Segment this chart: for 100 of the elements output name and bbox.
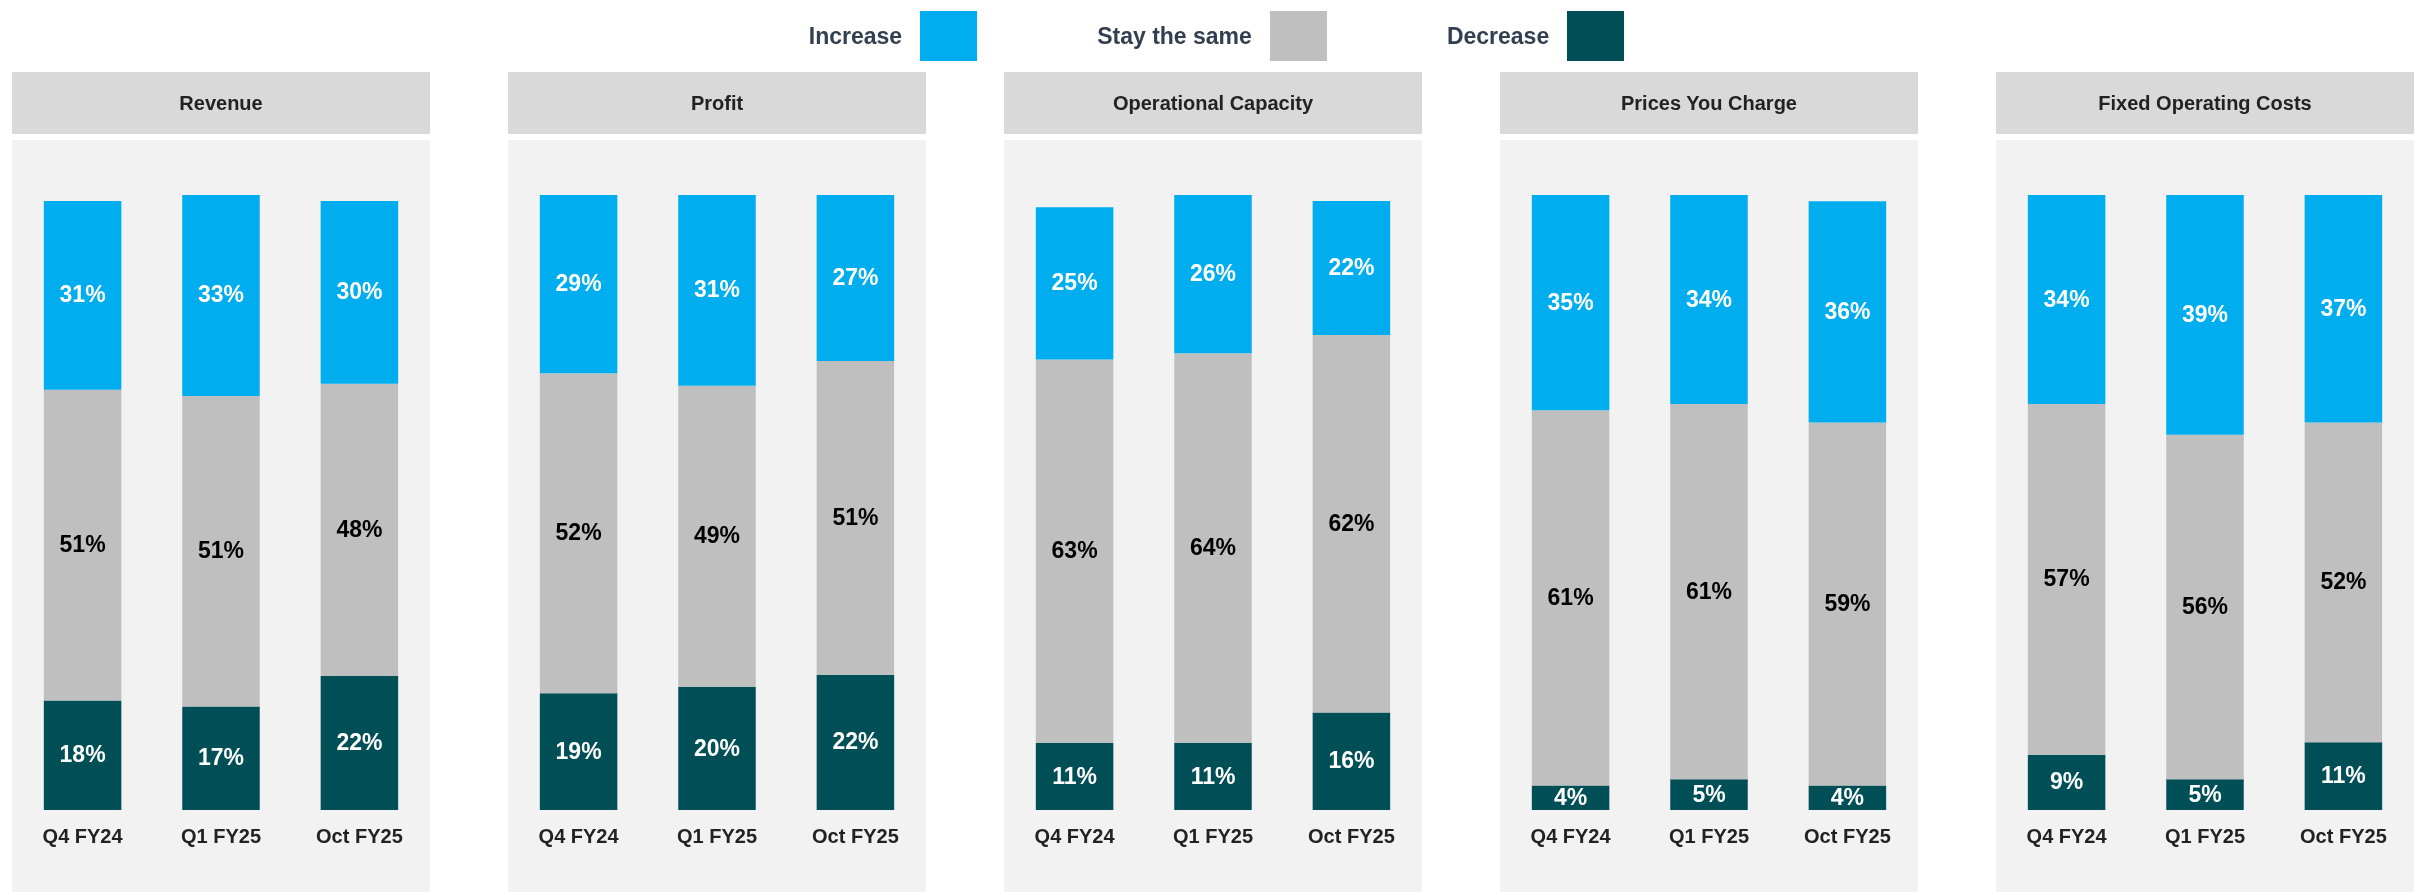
x-tick-label: Oct FY25 [2300,824,2387,847]
bar [1035,743,1114,810]
data-label: 51% [59,531,106,558]
bar [816,674,895,810]
bar [1174,743,1252,810]
data-label: 11% [2321,762,2366,789]
bar [2027,195,2106,405]
data-label: 34% [1685,285,1733,312]
bar [678,195,756,386]
bar [539,693,618,810]
x-tick-label: Q1 FY25 [2164,824,2246,847]
x-tick-label: Q4 FY24 [1034,824,1116,847]
bar [182,195,260,396]
data-label: 26% [1189,260,1237,287]
x-tick-label: Q1 FY25 [1668,824,1750,847]
bar [2304,742,2383,810]
bar [2027,754,2106,810]
bar [43,201,122,390]
data-label: 4% [1830,783,1865,810]
data-label: 27% [832,264,879,291]
data-label: 56% [2181,593,2229,620]
legend-label: Decrease [1446,22,1550,50]
bar [1312,335,1391,713]
x-tick-label: Oct FY25 [812,824,899,847]
data-label: 51% [832,503,879,530]
data-label: 31% [693,276,741,303]
data-label: 63% [1051,537,1098,564]
data-label: 31% [59,281,106,308]
data-label: 64% [1189,534,1237,561]
bar [1312,201,1391,336]
data-label: 62% [1328,509,1375,536]
data-label: 39% [2181,300,2229,327]
data-label: 4% [1553,783,1588,810]
bar [1531,410,1610,786]
x-tick-label: Oct FY25 [1308,824,1395,847]
data-label: 37% [2320,294,2367,321]
chart-title: Prices You Charge [1500,72,1918,134]
bar [678,385,756,687]
x-tick-label: Q4 FY24 [2026,824,2108,847]
bar [1670,404,1748,780]
data-label: 36% [1824,297,1871,324]
data-label: 59% [1824,589,1871,616]
bar [1035,359,1114,744]
chart-title: Operational Capacity [1004,72,1422,134]
data-label: 49% [693,522,741,549]
data-label: 48% [336,515,383,542]
x-tick-label: Oct FY25 [1804,824,1891,847]
bar [1531,195,1610,411]
chart-title: Fixed Operating Costs [1996,72,2414,134]
bar [43,389,122,701]
data-label: 17% [197,744,245,771]
x-tick-label: Q1 FY25 [180,824,262,847]
data-label: 61% [1547,583,1594,610]
data-label: 22% [1328,254,1375,281]
x-tick-label: Q4 FY24 [42,824,124,847]
bar [2027,404,2106,755]
data-label: 52% [555,519,602,546]
data-label: 34% [2043,285,2090,312]
data-label: 57% [2043,565,2090,592]
bar [1174,195,1252,354]
data-label: 25% [1051,269,1098,296]
bar [320,676,399,810]
data-label: 5% [2188,780,2222,807]
legend-label: Stay the same [1097,22,1252,50]
legend-label: Increase [808,22,903,50]
data-label: 9% [2049,768,2084,795]
bar [816,361,895,675]
data-label: 11% [1190,762,1236,789]
chart-title: Profit [508,72,926,134]
x-tick-label: Q4 FY24 [538,824,620,847]
bar [320,383,399,677]
bar [2304,422,2383,743]
bar [43,700,122,810]
bar [1670,195,1748,405]
x-tick-label: Q1 FY25 [676,824,758,847]
data-label: 11% [1052,762,1097,789]
bar [2304,195,2383,423]
x-tick-label: Q1 FY25 [1172,824,1254,847]
data-label: 35% [1547,288,1594,315]
data-label: 22% [336,729,383,756]
bar [2166,434,2244,780]
bar [182,395,260,707]
chart-title: Revenue [12,72,430,134]
data-label: 29% [555,270,602,297]
data-label: 52% [2320,568,2367,595]
bar [539,195,618,374]
bar [1035,207,1114,360]
bar [1808,201,1887,423]
data-label: 33% [197,281,245,308]
bar [539,373,618,694]
bar [1808,422,1887,786]
bar [1312,712,1391,810]
data-label: 51% [197,537,245,564]
data-label: 5% [1692,780,1726,807]
data-label: 16% [1328,747,1375,774]
bar [678,687,756,810]
x-tick-label: Oct FY25 [316,824,403,847]
data-label: 22% [832,728,879,755]
data-label: 61% [1685,577,1733,604]
x-tick-label: Q4 FY24 [1530,824,1612,847]
